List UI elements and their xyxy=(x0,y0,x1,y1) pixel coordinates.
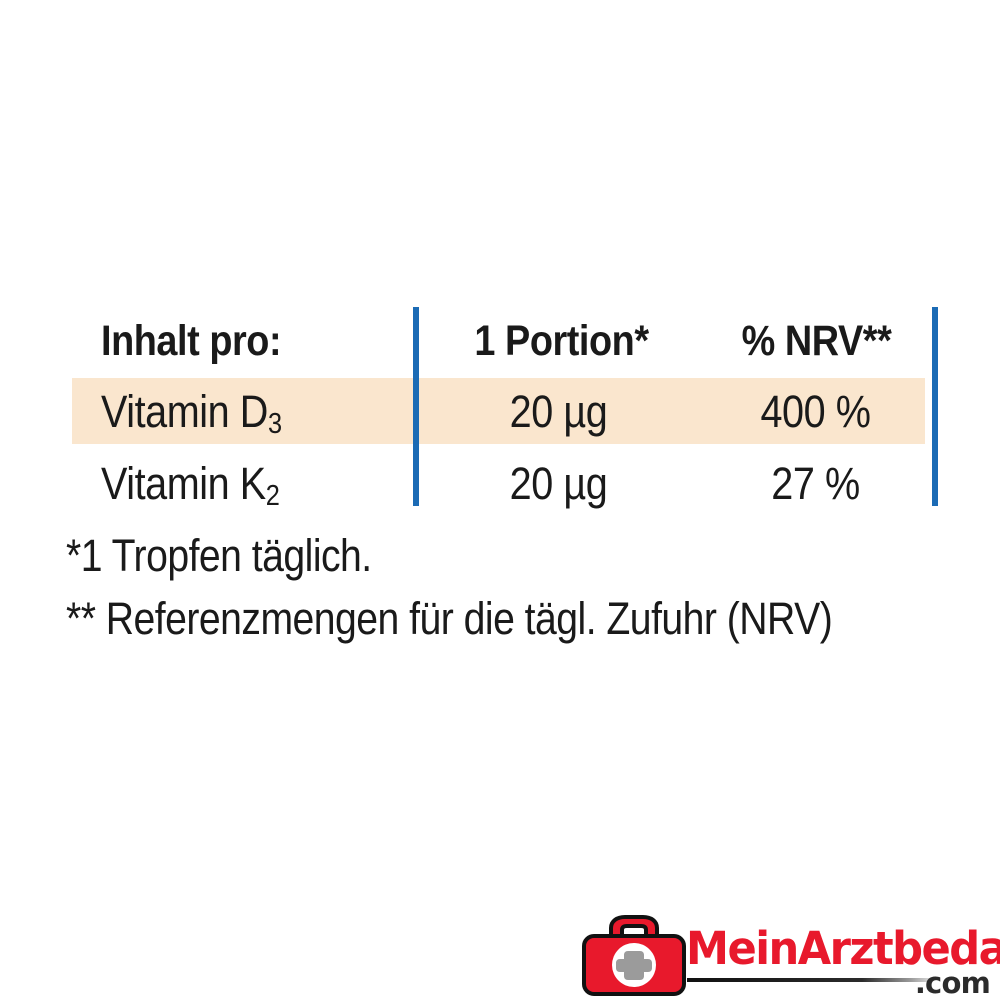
row-nrv-vitamin-d3: 400 % xyxy=(760,386,871,437)
footnote-portion: *1 Tropfen täglich. xyxy=(66,530,372,581)
logo-wordmark: MeinArztbedarf xyxy=(686,922,1000,975)
footnote-nrv: ** Referenzmengen für die tägl. Zufuhr (… xyxy=(66,593,833,644)
row-portion-vitamin-d3: 20 µg xyxy=(509,386,608,437)
logo-underline xyxy=(687,978,930,982)
brand-logo: MeinArztbedarf .com xyxy=(578,912,1000,1000)
column-divider-left xyxy=(413,307,419,506)
logo-tld: .com xyxy=(914,966,991,1000)
table-row: Vitamin D3 xyxy=(101,386,282,439)
row-label-subscript-d3: 3 xyxy=(267,408,282,441)
column-divider-right xyxy=(932,307,938,506)
table-header-portion: 1 Portion* xyxy=(474,317,649,365)
row-portion-vitamin-k2: 20 µg xyxy=(509,458,608,509)
row-nrv-vitamin-k2: 27 % xyxy=(771,458,860,509)
row-label-subscript-k2: 2 xyxy=(265,480,280,513)
highlight-band-vitamin-d3 xyxy=(72,378,925,444)
logo-wordmark-group: MeinArztbedarf .com xyxy=(686,912,1000,1000)
row-label-vitamin-d3: Vitamin D xyxy=(101,386,268,437)
first-aid-case-icon xyxy=(578,912,690,998)
row-label-vitamin-k2: Vitamin K xyxy=(101,458,266,509)
table-header-nrv: % NRV** xyxy=(741,317,892,365)
table-row: Vitamin K2 xyxy=(101,458,280,511)
table-header-label: Inhalt pro: xyxy=(101,317,282,365)
